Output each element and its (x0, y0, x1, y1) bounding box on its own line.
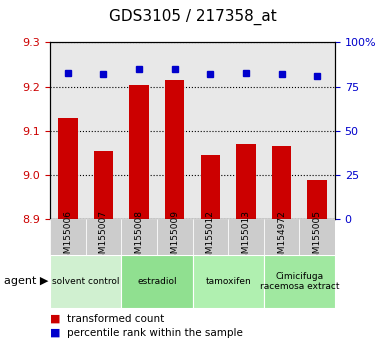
Text: solvent control: solvent control (52, 277, 119, 286)
Text: GSM155008: GSM155008 (135, 210, 144, 265)
FancyBboxPatch shape (157, 219, 192, 255)
Text: GSM155006: GSM155006 (64, 210, 72, 265)
Text: GSM155009: GSM155009 (170, 210, 179, 265)
Bar (94, 151, 113, 219)
Text: GSM155007: GSM155007 (99, 210, 108, 265)
Text: estradiol: estradiol (137, 277, 177, 286)
Bar (201, 155, 220, 219)
FancyBboxPatch shape (50, 255, 121, 308)
Text: tamoxifen: tamoxifen (205, 277, 251, 286)
Bar (165, 80, 184, 219)
Bar (236, 144, 256, 219)
Text: agent ▶: agent ▶ (4, 276, 48, 286)
FancyBboxPatch shape (192, 255, 264, 308)
Text: ■: ■ (50, 328, 60, 338)
Bar (307, 180, 327, 219)
Bar (58, 118, 78, 219)
Bar (272, 147, 291, 219)
FancyBboxPatch shape (121, 255, 192, 308)
Text: percentile rank within the sample: percentile rank within the sample (67, 328, 243, 338)
Text: GSM155012: GSM155012 (206, 210, 215, 265)
FancyBboxPatch shape (264, 219, 300, 255)
Text: GDS3105 / 217358_at: GDS3105 / 217358_at (109, 8, 276, 25)
Text: GSM155005: GSM155005 (313, 210, 321, 265)
FancyBboxPatch shape (50, 219, 85, 255)
Text: GSM155013: GSM155013 (241, 210, 250, 265)
Text: transformed count: transformed count (67, 314, 165, 324)
Bar (129, 85, 149, 219)
FancyBboxPatch shape (264, 255, 335, 308)
FancyBboxPatch shape (85, 219, 121, 255)
Text: Cimicifuga
racemosa extract: Cimicifuga racemosa extract (259, 272, 339, 291)
Text: GSM154972: GSM154972 (277, 210, 286, 264)
FancyBboxPatch shape (228, 219, 264, 255)
Text: ■: ■ (50, 314, 60, 324)
FancyBboxPatch shape (121, 219, 157, 255)
FancyBboxPatch shape (192, 219, 228, 255)
FancyBboxPatch shape (300, 219, 335, 255)
